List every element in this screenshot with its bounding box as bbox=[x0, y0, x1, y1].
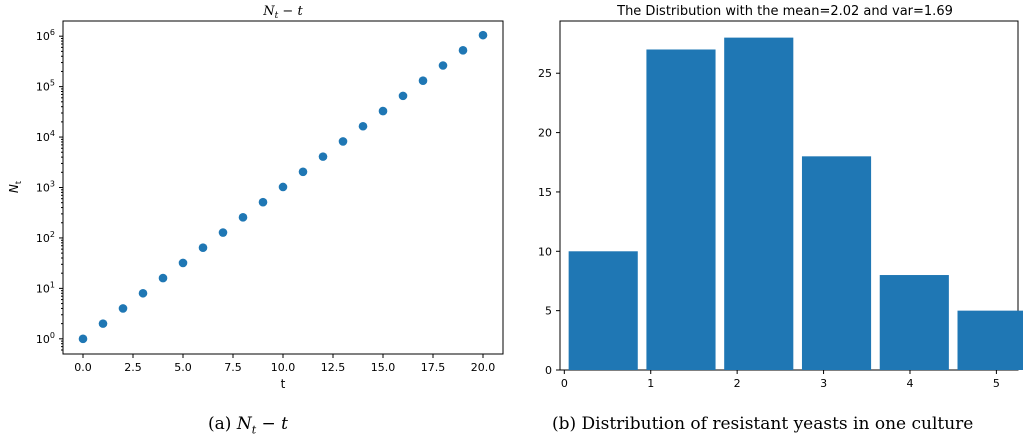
x-tick-label: 0.0 bbox=[74, 361, 92, 374]
y-tick-label: 106 bbox=[36, 28, 55, 43]
x-tick-label: 12.5 bbox=[321, 361, 346, 374]
y-tick-label: 105 bbox=[36, 79, 55, 94]
data-point bbox=[218, 228, 228, 237]
chart-a-title: Nt − t bbox=[262, 4, 303, 21]
bar bbox=[801, 156, 872, 370]
data-point bbox=[158, 273, 168, 283]
x-tick-label: 17.5 bbox=[421, 361, 446, 374]
data-point bbox=[338, 137, 348, 146]
x-tick-label: 2 bbox=[734, 377, 741, 390]
data-point bbox=[258, 197, 268, 207]
data-point bbox=[78, 334, 88, 344]
chart-a-y-axis: 100 101 102 103 104 105 106 bbox=[36, 28, 63, 351]
data-point bbox=[458, 46, 468, 55]
y-tick-label: 103 bbox=[36, 180, 55, 195]
caption-a-prefix: (a) bbox=[208, 414, 232, 434]
caption-a-math: Nt − t bbox=[236, 414, 288, 437]
x-tick-label: 20.0 bbox=[471, 361, 496, 374]
y-tick-label: 104 bbox=[36, 129, 55, 144]
chart-b-bars bbox=[568, 37, 1023, 370]
chart-a-x-axis: 0.0 2.5 5.0 7.5 10.0 12.5 15.0 17.5 20.0 bbox=[74, 354, 495, 374]
chart-a-points bbox=[78, 30, 488, 344]
bar bbox=[879, 275, 949, 370]
y-tick-label: 0 bbox=[545, 364, 552, 377]
bar bbox=[724, 37, 794, 370]
data-point bbox=[118, 304, 128, 313]
data-point bbox=[398, 91, 408, 101]
x-tick-label: 3 bbox=[820, 377, 827, 390]
x-tick-label: 5.0 bbox=[174, 361, 192, 374]
x-tick-label: 10.0 bbox=[271, 361, 296, 374]
bar bbox=[957, 310, 1023, 370]
chart-b-y-axis: 0 5 10 15 20 25 bbox=[538, 67, 560, 377]
data-point bbox=[438, 61, 448, 70]
y-tick-label: 15 bbox=[538, 186, 552, 199]
data-point bbox=[478, 30, 488, 40]
data-point bbox=[178, 258, 188, 268]
x-tick-label: 0 bbox=[561, 377, 568, 390]
scatter-chart: Nt − t 0.0 2.5 5.0 7.5 10.0 12.5 15.0 17.5 20.0 … bbox=[7, 4, 504, 391]
bar bbox=[568, 251, 638, 370]
y-tick-label: 10 bbox=[538, 245, 552, 258]
y-tick-label: 100 bbox=[36, 331, 55, 346]
data-point bbox=[418, 76, 428, 85]
x-tick-label: 7.5 bbox=[224, 361, 242, 374]
chart-b-x-axis: 0 1 2 3 4 5 bbox=[561, 370, 1000, 390]
data-point bbox=[198, 243, 208, 253]
x-tick-label: 15.0 bbox=[371, 361, 396, 374]
x-tick-label: 4 bbox=[906, 377, 913, 390]
data-point bbox=[378, 106, 388, 116]
y-tick-label: 102 bbox=[36, 230, 55, 245]
x-tick-label: 1 bbox=[647, 377, 654, 390]
chart-a-x-label: t bbox=[281, 377, 286, 391]
data-point bbox=[318, 152, 328, 161]
bar bbox=[646, 49, 716, 370]
caption-b: (b) Distribution of resistant yeasts in … bbox=[552, 414, 974, 434]
data-point bbox=[298, 167, 308, 177]
data-point bbox=[358, 121, 368, 131]
y-tick-label: 5 bbox=[545, 305, 552, 318]
chart-a-y-label: Nt bbox=[7, 181, 23, 193]
data-point bbox=[98, 319, 108, 328]
chart-b-title: The Distribution with the mean=2.02 and … bbox=[616, 4, 953, 19]
data-point bbox=[238, 213, 248, 222]
data-point bbox=[138, 288, 148, 298]
y-tick-label: 20 bbox=[538, 127, 552, 140]
y-tick-label: 101 bbox=[36, 280, 55, 295]
caption-a: (a) Nt − t bbox=[208, 414, 288, 436]
y-tick-label: 25 bbox=[538, 67, 552, 80]
x-tick-label: 5 bbox=[993, 377, 1000, 390]
x-tick-label: 2.5 bbox=[124, 361, 142, 374]
data-point bbox=[278, 182, 288, 192]
bar-chart: The Distribution with the mean=2.02 and … bbox=[538, 4, 1023, 390]
